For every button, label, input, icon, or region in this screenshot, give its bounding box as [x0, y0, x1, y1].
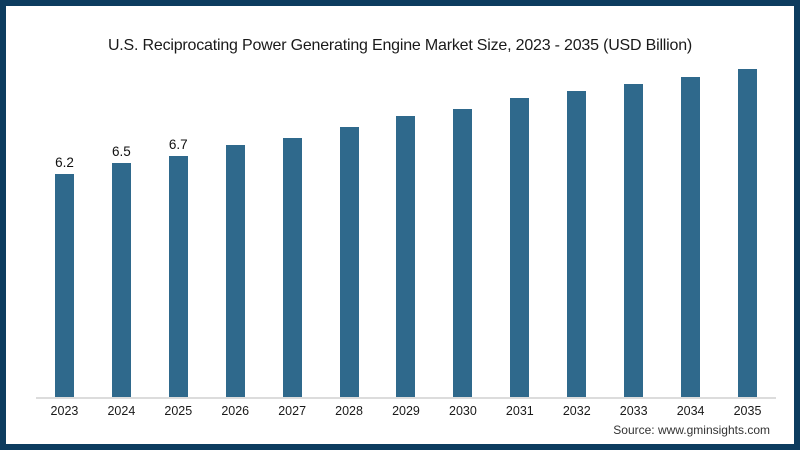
chart-title: U.S. Reciprocating Power Generating Engi…	[107, 37, 693, 54]
x-axis-label-2027: 2027	[278, 404, 307, 418]
bar-2031	[510, 98, 530, 397]
x-axis-label-2032: 2032	[562, 404, 591, 418]
x-axis-label-2023: 2023	[50, 404, 79, 418]
x-axis-label-2028: 2028	[335, 404, 363, 418]
bar-column-2023: 6.2	[36, 56, 93, 397]
x-axis-label-2033: 2033	[619, 404, 648, 418]
bar-2034	[681, 77, 701, 397]
x-axis-label-2025: 2025	[164, 404, 193, 418]
bar-2029	[396, 116, 416, 397]
bar-2033	[624, 84, 644, 397]
bar-2030	[453, 109, 473, 397]
bar-column-2034	[662, 56, 719, 397]
bar-value-label-2024: 6.5	[111, 143, 131, 159]
bar-value-label-2025: 6.7	[168, 136, 188, 152]
bar-column-2026	[207, 56, 264, 397]
bar-column-2028	[321, 56, 378, 397]
bar-column-2035	[719, 56, 776, 397]
bar-column-2024: 6.5	[93, 56, 150, 397]
x-axis-line	[36, 397, 776, 399]
x-axis-labels-row: 2023 2024 2025 2026 2027 2028 2029 2030 2031 2032…	[36, 404, 776, 418]
bar-2027	[282, 138, 302, 397]
x-axis-label-2026: 2026	[221, 404, 250, 418]
x-axis-label-2030: 2030	[449, 404, 477, 418]
bar-2026	[225, 145, 245, 397]
bar-2035	[738, 69, 758, 397]
bar-column-2029	[378, 56, 435, 397]
x-axis-label-2031: 2031	[505, 404, 534, 418]
bar-2028	[339, 127, 359, 397]
bar-column-2031	[491, 56, 548, 397]
bar-2024	[111, 163, 131, 397]
bar-2025	[168, 156, 188, 397]
source-attribution: Source: www.gminsights.com	[613, 423, 770, 437]
bar-column-2030	[434, 56, 491, 397]
bar-2032	[567, 91, 587, 397]
x-axis-label-2034: 2034	[676, 404, 705, 418]
bar-column-2032	[548, 56, 605, 397]
x-axis-label-2024: 2024	[107, 404, 136, 418]
bars-container: 6.2 6.5 6.7	[36, 56, 776, 397]
x-axis-label-2029: 2029	[392, 404, 420, 418]
bar-value-label-2023: 6.2	[55, 154, 74, 170]
bar-column-2025: 6.7	[150, 56, 207, 397]
x-axis-label-2035: 2035	[733, 404, 762, 418]
bar-2023	[54, 174, 74, 397]
bar-column-2033	[605, 56, 662, 397]
plot-area: 6.2 6.5 6.7	[36, 56, 776, 397]
bar-column-2027	[264, 56, 321, 397]
